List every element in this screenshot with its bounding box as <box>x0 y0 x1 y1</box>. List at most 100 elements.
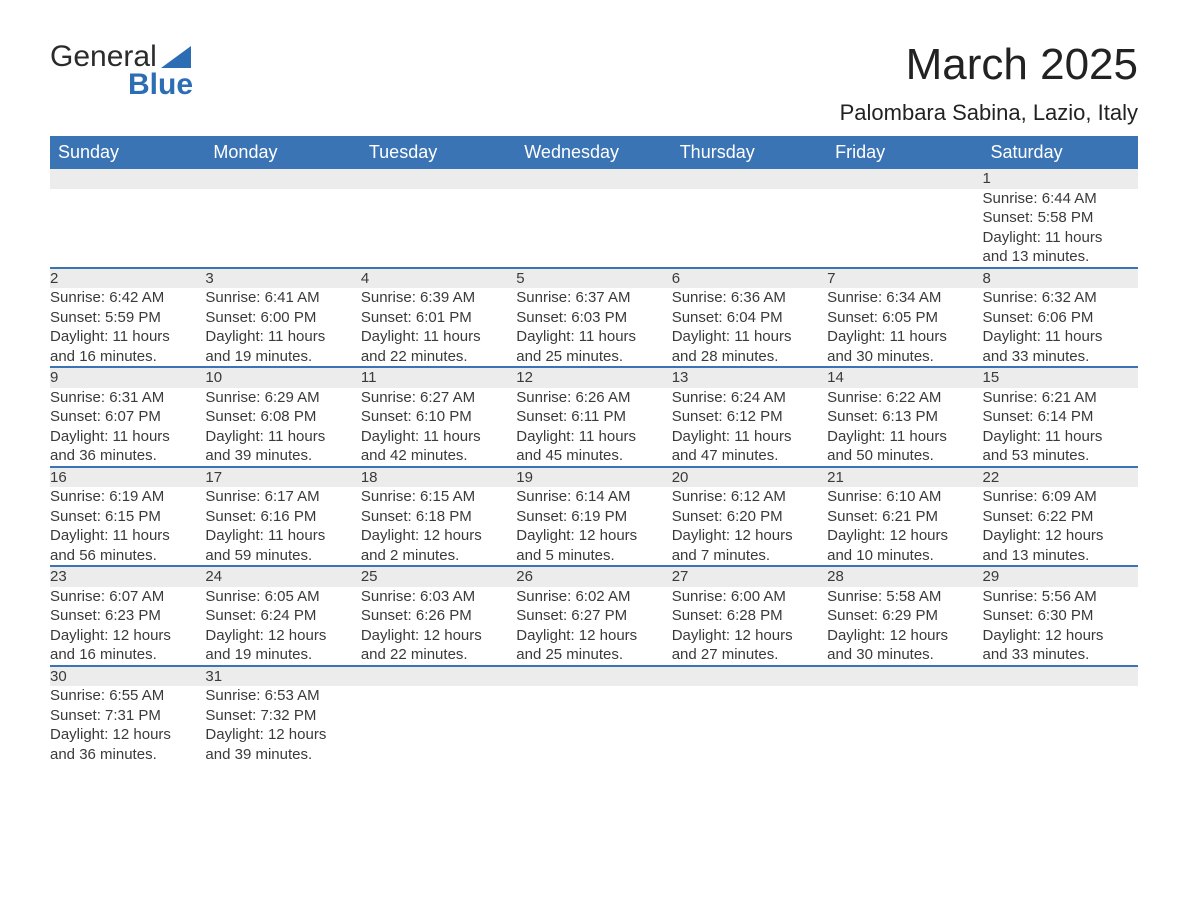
day-info-line: Sunset: 6:08 PM <box>205 407 360 427</box>
day-info-line: Sunset: 7:32 PM <box>205 706 360 726</box>
day-info-line: Sunrise: 6:34 AM <box>827 288 982 308</box>
day-data-cell <box>516 189 671 268</box>
day-number-cell: 29 <box>983 566 1138 587</box>
day-number-cell <box>827 666 982 687</box>
day-info-line: Sunrise: 6:41 AM <box>205 288 360 308</box>
day-info-line: and 2 minutes. <box>361 546 516 566</box>
day-info-line: and 7 minutes. <box>672 546 827 566</box>
day-data-row: Sunrise: 6:31 AMSunset: 6:07 PMDaylight:… <box>50 388 1138 467</box>
day-number-cell <box>672 169 827 189</box>
day-info-line: and 30 minutes. <box>827 347 982 367</box>
day-info-line: Sunrise: 6:09 AM <box>983 487 1138 507</box>
day-info-line: Daylight: 12 hours <box>50 725 205 745</box>
weekday-header: Sunday <box>50 136 205 169</box>
day-info-line: Sunset: 6:19 PM <box>516 507 671 527</box>
day-info-line: Sunset: 6:13 PM <box>827 407 982 427</box>
day-number-row: 3031 <box>50 666 1138 687</box>
day-number-cell: 26 <box>516 566 671 587</box>
location: Palombara Sabina, Lazio, Italy <box>840 100 1138 126</box>
day-info-line: Sunrise: 6:55 AM <box>50 686 205 706</box>
day-info-line: and 36 minutes. <box>50 745 205 765</box>
day-info-line: and 27 minutes. <box>672 645 827 665</box>
logo: General Blue <box>50 40 193 102</box>
day-info-line: Sunrise: 6:24 AM <box>672 388 827 408</box>
day-info-line: Sunrise: 6:26 AM <box>516 388 671 408</box>
day-info-line: Sunset: 6:00 PM <box>205 308 360 328</box>
day-info-line: Daylight: 12 hours <box>983 626 1138 646</box>
day-data-cell <box>50 189 205 268</box>
day-info-line: Sunset: 5:58 PM <box>983 208 1138 228</box>
day-info-line: Daylight: 12 hours <box>361 526 516 546</box>
day-data-row: Sunrise: 6:42 AMSunset: 5:59 PMDaylight:… <box>50 288 1138 367</box>
day-info-line: Sunset: 6:10 PM <box>361 407 516 427</box>
day-info-line: Sunset: 6:21 PM <box>827 507 982 527</box>
day-info-line: Sunrise: 5:58 AM <box>827 587 982 607</box>
day-info-line: and 13 minutes. <box>983 546 1138 566</box>
day-info-line: and 13 minutes. <box>983 247 1138 267</box>
day-data-cell: Sunrise: 6:41 AMSunset: 6:00 PMDaylight:… <box>205 288 360 367</box>
weekday-header: Tuesday <box>361 136 516 169</box>
day-info-line: and 33 minutes. <box>983 645 1138 665</box>
day-data-cell: Sunrise: 6:26 AMSunset: 6:11 PMDaylight:… <box>516 388 671 467</box>
day-number-cell: 5 <box>516 268 671 289</box>
day-info-line: Sunset: 6:14 PM <box>983 407 1138 427</box>
day-data-cell: Sunrise: 6:55 AMSunset: 7:31 PMDaylight:… <box>50 686 205 764</box>
day-number-cell: 17 <box>205 467 360 488</box>
day-info-line: Sunset: 6:24 PM <box>205 606 360 626</box>
day-number-cell: 27 <box>672 566 827 587</box>
day-info-line: Sunrise: 6:37 AM <box>516 288 671 308</box>
day-number-cell: 19 <box>516 467 671 488</box>
day-number-cell: 1 <box>983 169 1138 189</box>
day-number-cell <box>516 169 671 189</box>
day-info-line: Sunrise: 6:29 AM <box>205 388 360 408</box>
day-info-line: Daylight: 11 hours <box>983 427 1138 447</box>
day-number-cell <box>50 169 205 189</box>
day-data-cell: Sunrise: 6:31 AMSunset: 6:07 PMDaylight:… <box>50 388 205 467</box>
day-number-cell: 2 <box>50 268 205 289</box>
day-data-cell: Sunrise: 6:53 AMSunset: 7:32 PMDaylight:… <box>205 686 360 764</box>
day-info-line: Sunset: 6:06 PM <box>983 308 1138 328</box>
day-info-line: Sunset: 6:28 PM <box>672 606 827 626</box>
day-info-line: Sunset: 6:15 PM <box>50 507 205 527</box>
day-info-line: Daylight: 12 hours <box>827 626 982 646</box>
weekday-header: Thursday <box>672 136 827 169</box>
weekday-header: Wednesday <box>516 136 671 169</box>
day-info-line: Sunrise: 6:36 AM <box>672 288 827 308</box>
day-data-cell <box>672 189 827 268</box>
day-number-row: 23242526272829 <box>50 566 1138 587</box>
day-info-line: Daylight: 12 hours <box>672 626 827 646</box>
day-info-line: Daylight: 11 hours <box>516 327 671 347</box>
day-data-cell: Sunrise: 6:15 AMSunset: 6:18 PMDaylight:… <box>361 487 516 566</box>
day-info-line: Sunrise: 6:21 AM <box>983 388 1138 408</box>
day-data-cell: Sunrise: 6:12 AMSunset: 6:20 PMDaylight:… <box>672 487 827 566</box>
day-info-line: Daylight: 11 hours <box>827 427 982 447</box>
day-info-line: Sunset: 6:16 PM <box>205 507 360 527</box>
day-info-line: Sunrise: 6:32 AM <box>983 288 1138 308</box>
day-data-cell: Sunrise: 6:39 AMSunset: 6:01 PMDaylight:… <box>361 288 516 367</box>
day-data-cell: Sunrise: 6:10 AMSunset: 6:21 PMDaylight:… <box>827 487 982 566</box>
day-data-cell <box>361 189 516 268</box>
day-info-line: Sunrise: 5:56 AM <box>983 587 1138 607</box>
day-info-line: Sunrise: 6:05 AM <box>205 587 360 607</box>
day-info-line: Sunrise: 6:02 AM <box>516 587 671 607</box>
day-info-line: Sunrise: 6:03 AM <box>361 587 516 607</box>
day-info-line: Sunrise: 6:42 AM <box>50 288 205 308</box>
day-info-line: and 56 minutes. <box>50 546 205 566</box>
day-number-cell <box>361 169 516 189</box>
day-info-line: Sunset: 6:27 PM <box>516 606 671 626</box>
day-data-cell: Sunrise: 6:44 AMSunset: 5:58 PMDaylight:… <box>983 189 1138 268</box>
day-info-line: Sunrise: 6:07 AM <box>50 587 205 607</box>
day-info-line: Daylight: 11 hours <box>50 427 205 447</box>
day-info-line: and 25 minutes. <box>516 347 671 367</box>
day-info-line: and 47 minutes. <box>672 446 827 466</box>
day-info-line: Daylight: 11 hours <box>205 327 360 347</box>
day-info-line: Sunset: 6:29 PM <box>827 606 982 626</box>
day-info-line: Sunrise: 6:12 AM <box>672 487 827 507</box>
day-info-line: Sunrise: 6:00 AM <box>672 587 827 607</box>
day-data-cell: Sunrise: 6:00 AMSunset: 6:28 PMDaylight:… <box>672 587 827 666</box>
day-number-cell: 10 <box>205 367 360 388</box>
day-info-line: Daylight: 12 hours <box>672 526 827 546</box>
day-info-line: Daylight: 11 hours <box>516 427 671 447</box>
day-data-cell: Sunrise: 6:29 AMSunset: 6:08 PMDaylight:… <box>205 388 360 467</box>
day-info-line: Sunset: 6:30 PM <box>983 606 1138 626</box>
